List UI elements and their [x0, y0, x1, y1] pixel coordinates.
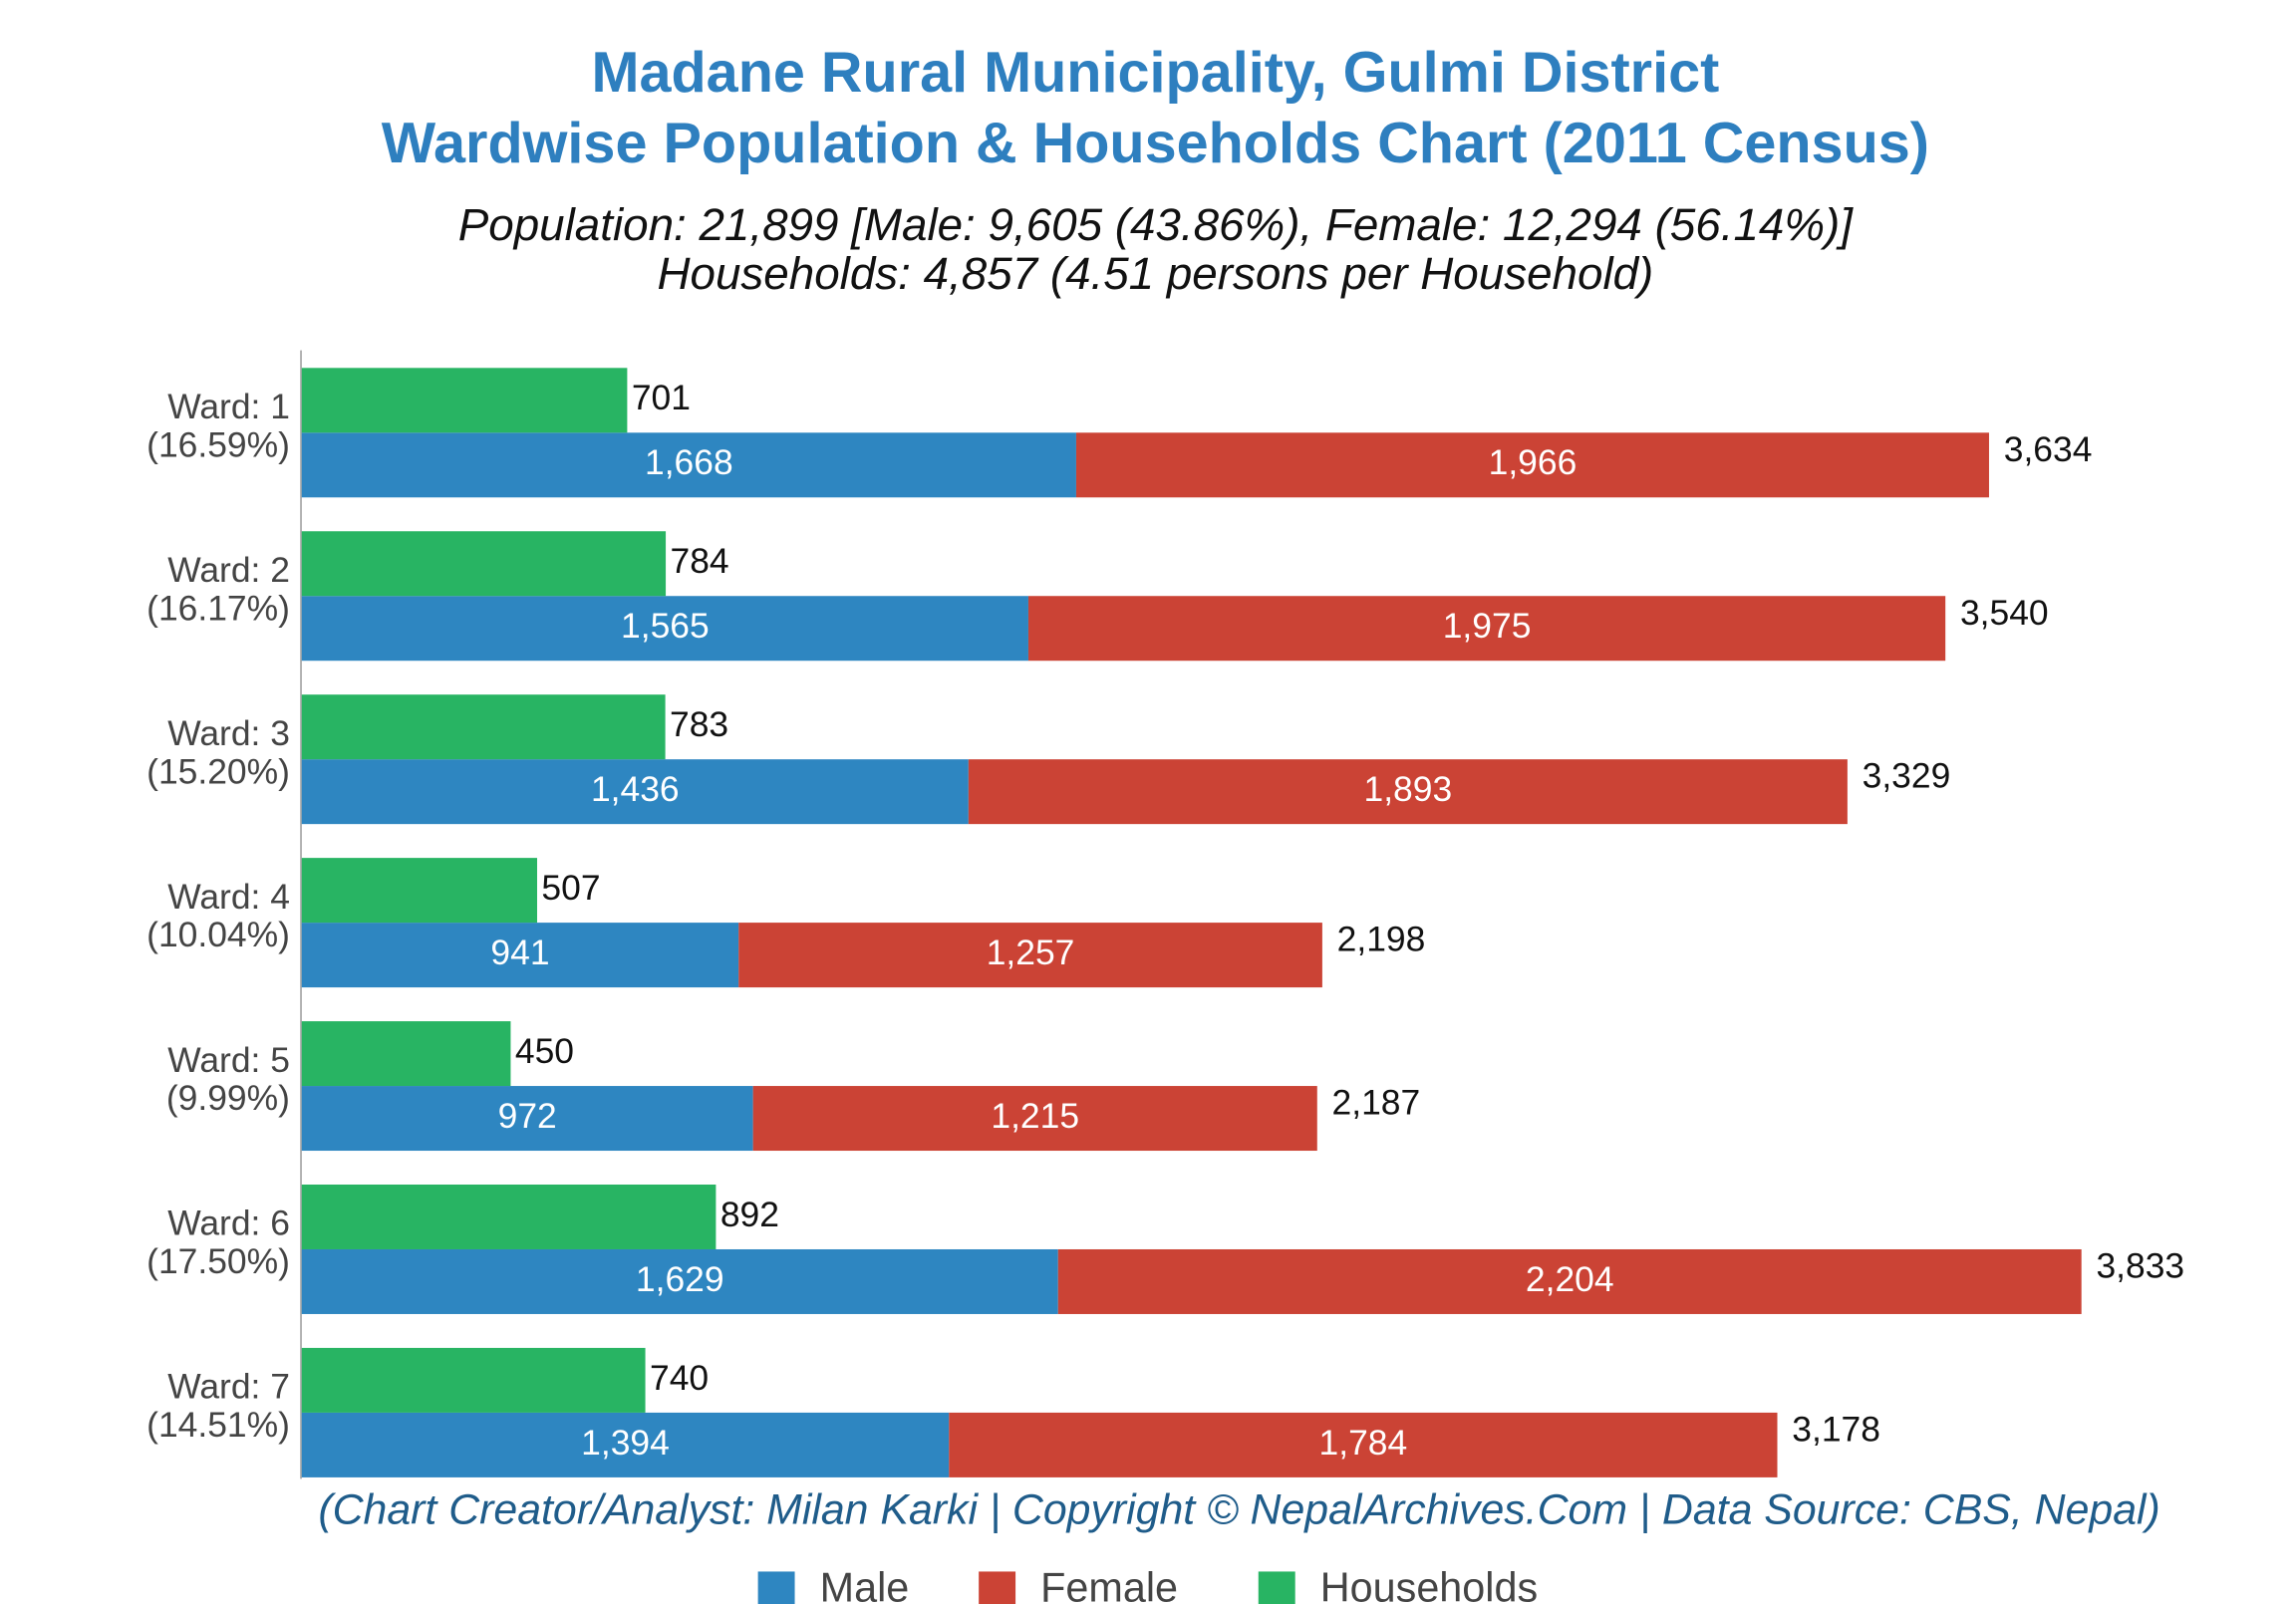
data-label: 1,784: [1319, 1423, 1408, 1463]
legend-swatch: [1258, 1571, 1295, 1604]
population-bar: [738, 923, 1322, 988]
data-label: 1,215: [991, 1096, 1079, 1136]
data-label: 740: [650, 1358, 709, 1398]
household-bar: [301, 1021, 511, 1087]
legend-swatch: [757, 1571, 795, 1604]
data-label: 784: [670, 541, 728, 581]
data-label: 1,966: [1489, 442, 1578, 482]
chart-subtitle: Population: 21,899 [Male: 9,605 (43.86%)…: [458, 199, 1855, 250]
legend-label: Male: [820, 1565, 910, 1604]
total-label: 3,178: [1792, 1409, 1880, 1449]
chart-title: Wardwise Population & Households Chart (…: [382, 112, 1929, 175]
household-bar: [301, 858, 537, 924]
y-tick-label: Ward: 1: [167, 387, 290, 426]
data-label: 450: [515, 1031, 574, 1071]
data-label: 1,436: [591, 769, 680, 809]
population-bar: [301, 432, 1076, 498]
y-tick-label: Ward: 3: [167, 713, 290, 753]
population-bar: [1075, 432, 1989, 498]
legend-label: Households: [1320, 1565, 1538, 1604]
y-tick-label: (9.99%): [166, 1078, 290, 1118]
population-bar: [301, 1248, 1058, 1314]
data-label: 1,257: [987, 933, 1075, 972]
chart-subtitle: Households: 4,857 (4.51 persons per Hous…: [657, 248, 1653, 299]
total-label: 3,833: [2096, 1246, 2184, 1286]
total-label: 2,198: [1337, 920, 1426, 959]
chart-title: Madane Rural Municipality, Gulmi Distric…: [591, 41, 1719, 105]
data-label: 701: [632, 378, 691, 417]
y-tick-label: (15.20%): [146, 751, 290, 791]
data-label: 1,394: [581, 1423, 670, 1463]
data-label: 507: [541, 868, 600, 908]
household-bar: [301, 531, 667, 597]
population-bar: [1027, 596, 1946, 662]
total-label: 3,329: [1863, 756, 1951, 796]
household-bar: [301, 1347, 646, 1413]
household-bar: [301, 694, 666, 760]
footer: (Chart Creator/Analyst: Milan Karki | Co…: [318, 1486, 2160, 1534]
household-bar: [301, 368, 628, 433]
population-bar: [1057, 1248, 2082, 1314]
y-tick-label: (10.04%): [146, 915, 290, 954]
total-label: 3,634: [2004, 429, 2093, 469]
y-tick-label: Ward: 2: [167, 550, 290, 590]
y-tick-label: Ward: 5: [167, 1040, 290, 1080]
data-label: 2,204: [1526, 1259, 1614, 1299]
y-tick-label: (16.59%): [146, 424, 290, 464]
data-label: 1,629: [636, 1259, 724, 1299]
y-tick-label: (14.51%): [146, 1405, 290, 1445]
population-bar: [301, 1086, 753, 1152]
y-tick-label: Ward: 4: [167, 877, 290, 917]
legend-swatch: [979, 1571, 1016, 1604]
data-label: 1,668: [645, 442, 733, 482]
total-label: 3,540: [1960, 593, 2049, 633]
y-tick-label: (17.50%): [146, 1241, 290, 1281]
household-bar: [301, 1185, 717, 1249]
data-label: 783: [670, 704, 728, 744]
population-bar: [301, 596, 1028, 662]
population-bar: [301, 759, 969, 825]
data-label: 1,565: [621, 606, 710, 646]
data-label: 972: [498, 1096, 557, 1136]
y-tick-label: Ward: 7: [167, 1367, 290, 1407]
data-label: 1,975: [1443, 606, 1532, 646]
total-label: 2,187: [1332, 1083, 1421, 1123]
legend-label: Female: [1040, 1565, 1178, 1604]
data-label: 1,893: [1364, 769, 1453, 809]
population-bar: [301, 923, 739, 988]
population-bar: [968, 759, 1848, 825]
population-bar: [949, 1412, 1778, 1477]
population-bar: [301, 1412, 950, 1477]
data-label: 941: [490, 933, 549, 972]
y-tick-label: Ward: 6: [167, 1203, 290, 1243]
population-bar: [752, 1086, 1317, 1152]
y-tick-label: (16.17%): [146, 588, 290, 628]
data-label: 892: [720, 1195, 779, 1234]
